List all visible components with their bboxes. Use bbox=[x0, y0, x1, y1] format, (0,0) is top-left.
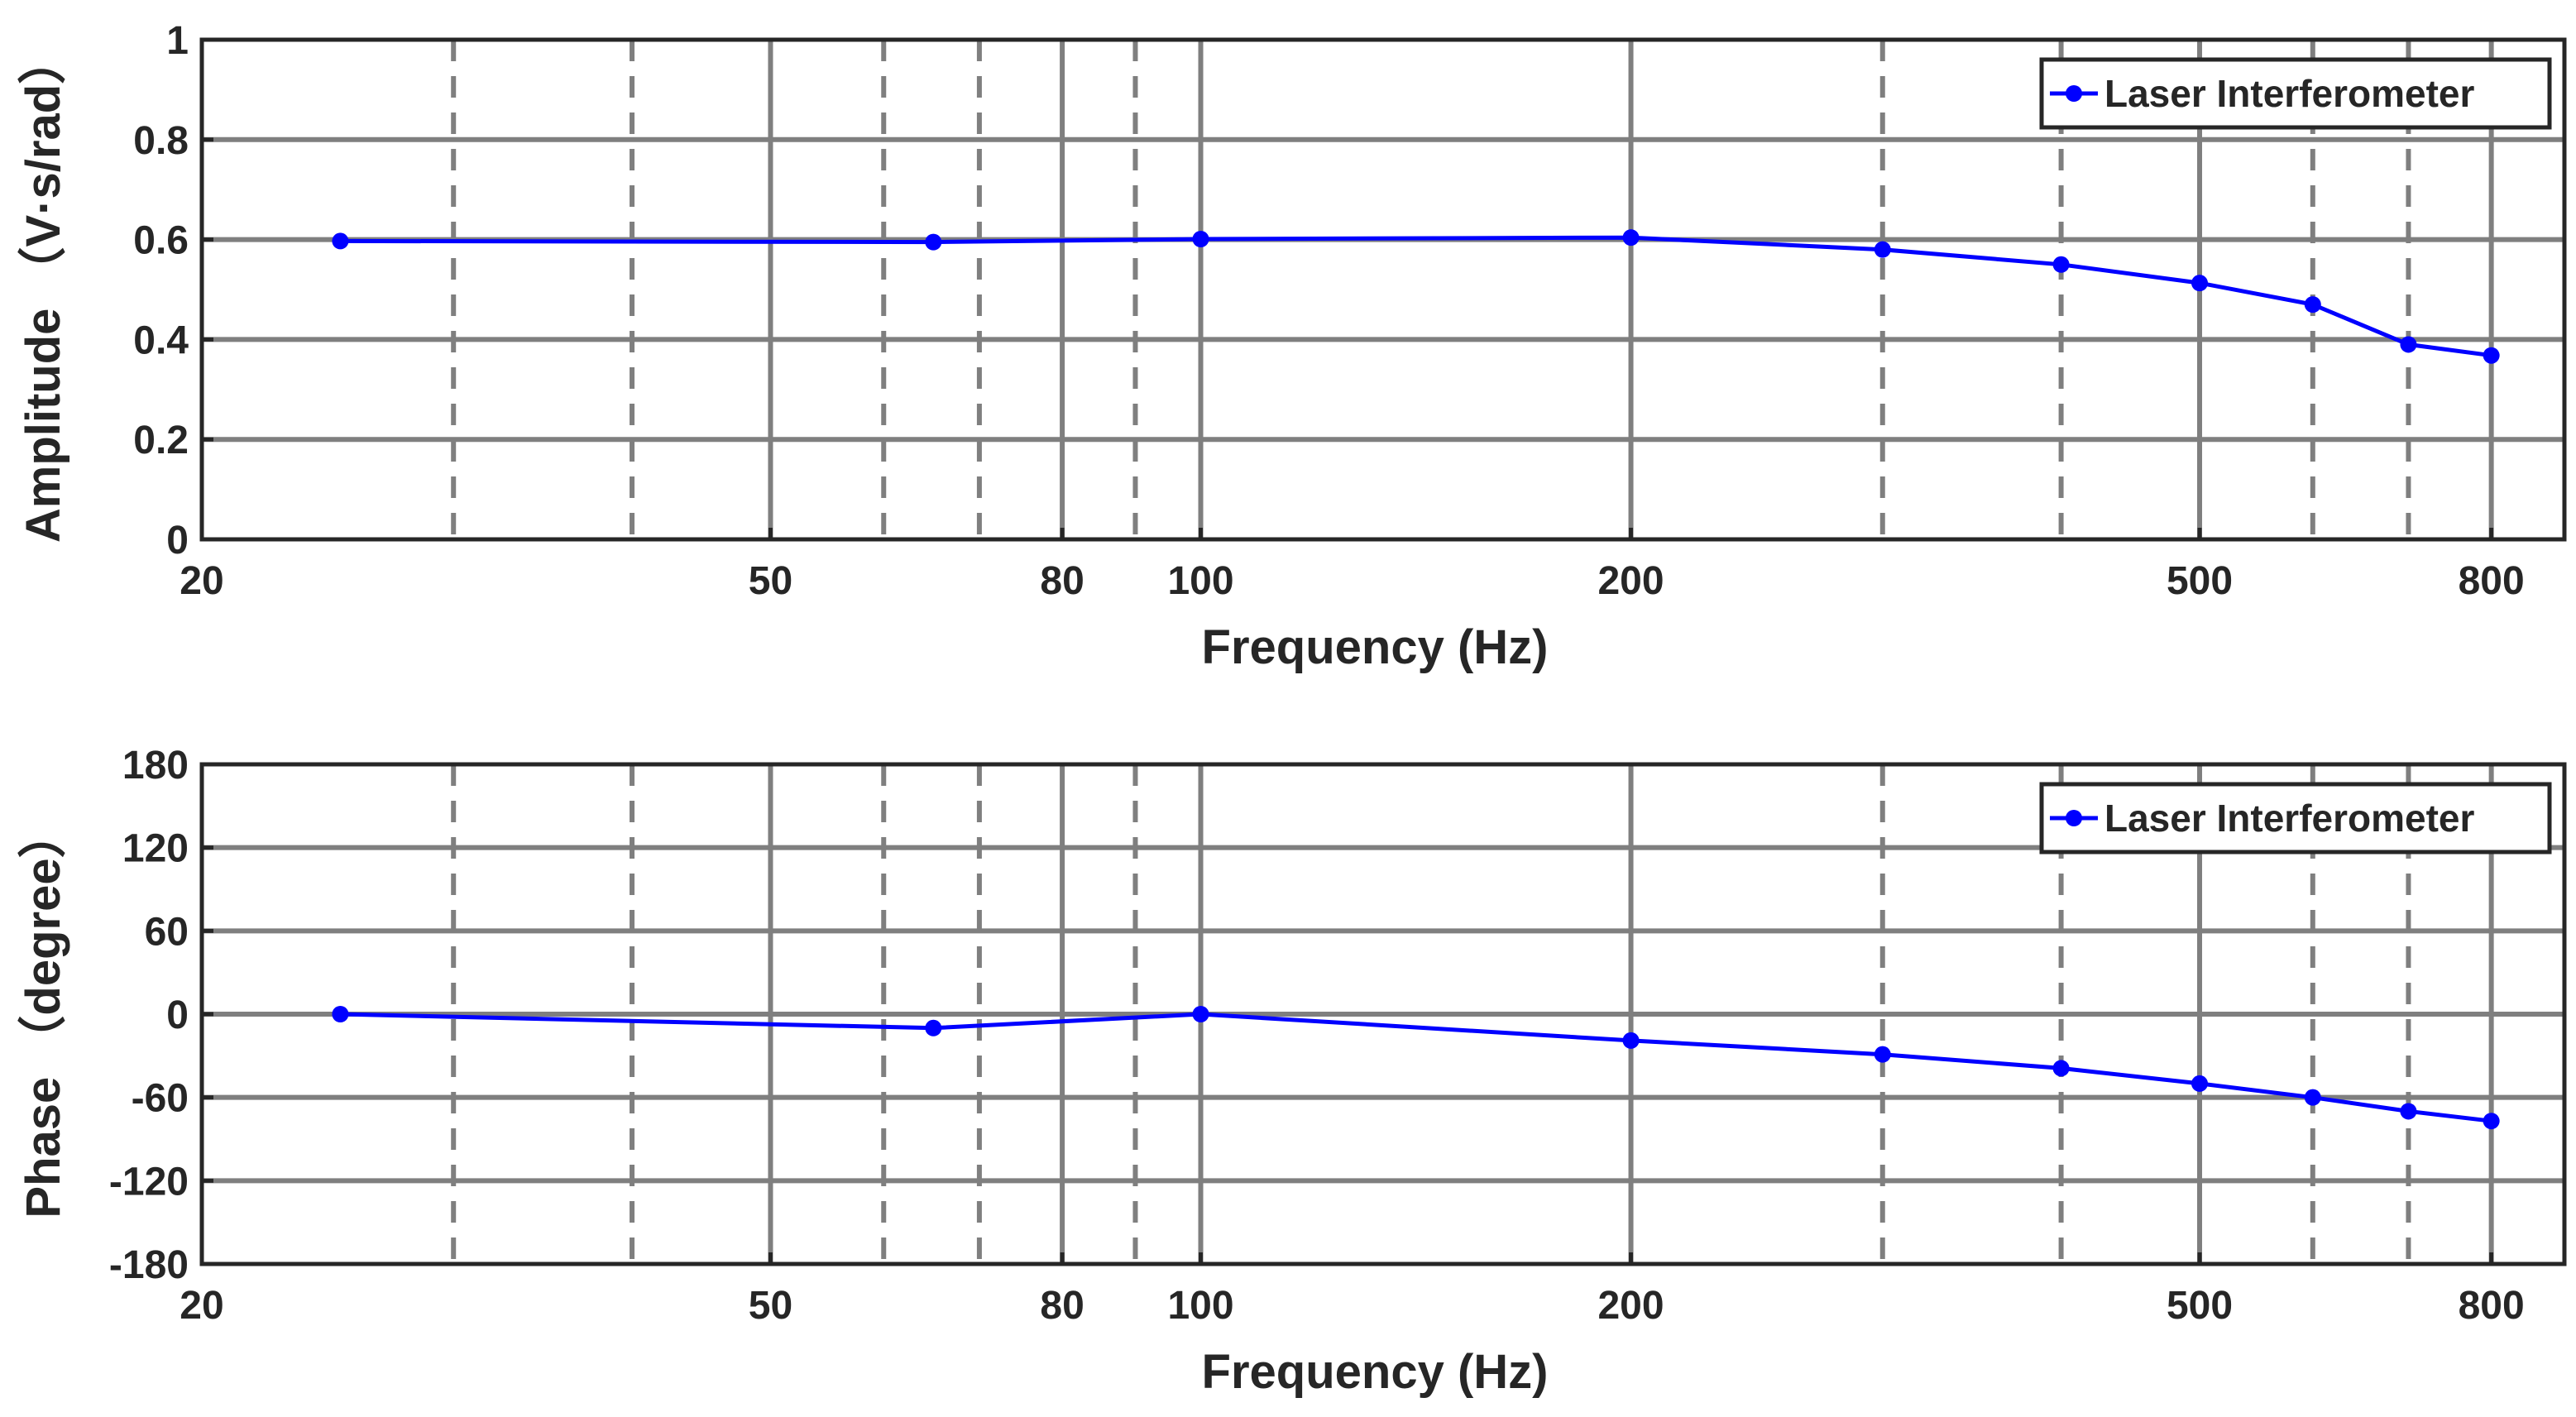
amp-series-line bbox=[340, 235, 2492, 358]
phase-legend-box bbox=[2039, 782, 2552, 855]
phase-data-point bbox=[1874, 1046, 1891, 1063]
amp-ytick-label: 0.8 bbox=[133, 119, 189, 163]
amp-ytick-label: 0 bbox=[166, 519, 189, 562]
amp-data-point bbox=[2400, 336, 2417, 353]
phase-ytick-label: 60 bbox=[145, 910, 189, 954]
amp-xtick-label: 20 bbox=[180, 559, 223, 603]
amp-data-point bbox=[2304, 296, 2321, 314]
phase-ytick-label: 0 bbox=[166, 993, 189, 1037]
amp-ytick-label: 0.4 bbox=[133, 318, 189, 362]
phase-panel: -180 -120 -60 0 60 120 180 20 50 80 100 200 500 800 Fr… bbox=[17, 744, 2567, 1399]
phase-ytick-label: -120 bbox=[109, 1160, 189, 1204]
phase-yaxis-title: Phase （degree） bbox=[17, 810, 70, 1218]
phase-xtick-label: 200 bbox=[1597, 1284, 1664, 1328]
amp-xtick-label: 500 bbox=[2167, 559, 2233, 603]
phase-xtick-label: 500 bbox=[2167, 1284, 2233, 1328]
amp-xtick-label: 100 bbox=[1167, 559, 1233, 603]
phase-series-line bbox=[340, 1012, 2492, 1123]
phase-xtick-label: 20 bbox=[180, 1284, 223, 1328]
amp-data-point bbox=[925, 233, 942, 251]
amp-ytick-label: 0.2 bbox=[133, 419, 189, 462]
phase-data-point bbox=[925, 1019, 942, 1036]
phase-xtick-label: 100 bbox=[1167, 1284, 1233, 1328]
amp-yaxis-title: Amplitude （V·s/rad） bbox=[17, 36, 70, 543]
amp-xtick-label: 80 bbox=[1040, 559, 1084, 603]
phase-ytick-label: 120 bbox=[122, 827, 189, 871]
phase-xaxis-title: Frequency (Hz) bbox=[1202, 1345, 1549, 1399]
phase-ytick-label: -60 bbox=[132, 1077, 189, 1121]
amplitude-panel: 0 0.2 0.4 0.6 0.8 1 20 50 80 100 200 500 800 Frequenc… bbox=[17, 19, 2567, 674]
amp-legend-label: Laser Interferometer bbox=[2104, 72, 2474, 115]
phase-data-point bbox=[2191, 1075, 2209, 1092]
phase-data-point bbox=[2304, 1089, 2321, 1106]
amp-data-point bbox=[2052, 256, 2070, 273]
amp-xtick-label: 50 bbox=[749, 559, 792, 603]
amp-data-point bbox=[332, 232, 349, 250]
amp-legend-marker bbox=[2066, 85, 2082, 102]
phase-data-point bbox=[2483, 1113, 2500, 1130]
amp-xtick-label: 800 bbox=[2459, 559, 2525, 603]
phase-data-point bbox=[2400, 1103, 2417, 1120]
phase-data-point bbox=[1622, 1032, 1640, 1049]
phase-ytick-label: 180 bbox=[122, 744, 189, 787]
phase-legend-marker bbox=[2066, 810, 2082, 826]
phase-xtick-label: 800 bbox=[2459, 1284, 2525, 1328]
phase-data-point bbox=[2052, 1060, 2070, 1077]
amp-xaxis-title: Frequency (Hz) bbox=[1202, 620, 1549, 674]
phase-data-point bbox=[1192, 1006, 1209, 1022]
amp-xtick-label: 200 bbox=[1597, 559, 1664, 603]
amp-data-point bbox=[2191, 275, 2209, 292]
amp-axes-box bbox=[199, 37, 2567, 542]
amp-ytick-label: 0.6 bbox=[133, 219, 189, 263]
amp-data-point bbox=[1874, 241, 1891, 258]
amp-ytick-label: 1 bbox=[166, 19, 189, 63]
amp-data-point bbox=[2483, 347, 2500, 364]
phase-ytick-label: -180 bbox=[109, 1243, 189, 1287]
amp-data-point bbox=[1192, 230, 1209, 247]
amp-data-point bbox=[1622, 229, 1640, 247]
phase-xtick-label: 80 bbox=[1040, 1284, 1084, 1328]
phase-legend-label: Laser Interferometer bbox=[2104, 797, 2474, 840]
phase-xtick-label: 50 bbox=[749, 1284, 792, 1328]
phase-data-point bbox=[332, 1006, 349, 1022]
amp-legend-box bbox=[2039, 57, 2552, 130]
